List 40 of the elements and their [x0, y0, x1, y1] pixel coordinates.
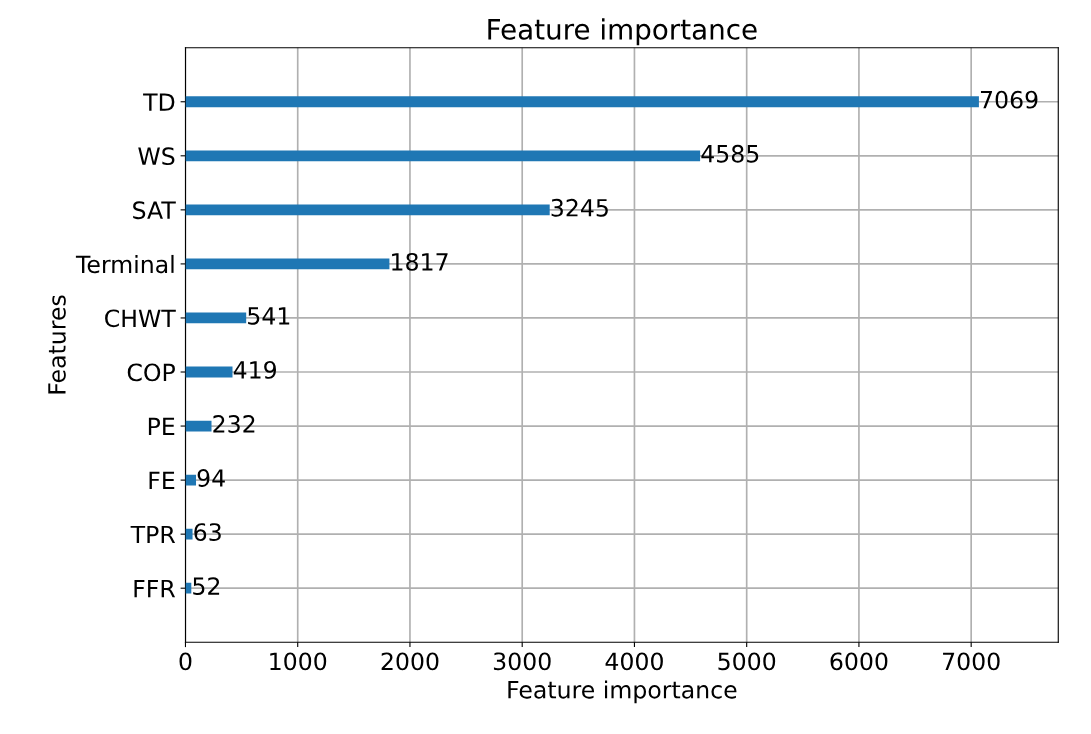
- bar: [185, 474, 197, 486]
- y-tick-label: WS: [138, 147, 175, 166]
- data-label: 94: [197, 469, 225, 487]
- data-label: 419: [233, 361, 277, 379]
- y-tick-label: SAT: [133, 201, 176, 220]
- y-axis-title: Features: [48, 295, 66, 394]
- x-tick-label: 1000: [270, 652, 327, 671]
- data-label: 63: [194, 523, 221, 541]
- data-label: 7069: [980, 90, 1038, 109]
- y-tick-label: TD: [143, 93, 175, 111]
- y-tick-label: TPR: [130, 525, 176, 544]
- bar: [185, 96, 979, 108]
- x-tick-label: 6000: [830, 652, 888, 671]
- bar: [185, 150, 701, 162]
- data-label: 232: [213, 415, 255, 433]
- y-tick-label: FE: [149, 471, 175, 490]
- bar: [185, 420, 212, 432]
- data-label: 541: [248, 307, 290, 325]
- x-tick-label: 5000: [718, 652, 776, 671]
- data-label: 1817: [392, 252, 448, 271]
- y-tick-label: Terminal: [75, 254, 174, 274]
- y-tick-label: CHWT: [105, 309, 176, 328]
- x-tick-label: 3000: [493, 652, 551, 671]
- x-axis-title: Feature importance: [508, 680, 737, 704]
- bar: [185, 258, 390, 270]
- x-tick-label: 2000: [381, 652, 439, 671]
- chart-title: Feature importance: [488, 18, 757, 46]
- x-tick-label: 7000: [943, 652, 1000, 671]
- y-tick-label: PE: [148, 417, 175, 436]
- x-tick-label: 4000: [605, 652, 663, 671]
- x-tick-label: 0: [179, 652, 192, 671]
- data-label: 3245: [551, 198, 608, 217]
- y-tick-label: FFR: [134, 579, 176, 598]
- bar: [185, 312, 247, 324]
- data-label: 4585: [701, 144, 759, 163]
- bar: [185, 204, 550, 216]
- data-label: 52: [193, 577, 220, 596]
- bar: [185, 528, 193, 540]
- bar: [185, 366, 233, 378]
- y-tick-label: COP: [127, 363, 175, 382]
